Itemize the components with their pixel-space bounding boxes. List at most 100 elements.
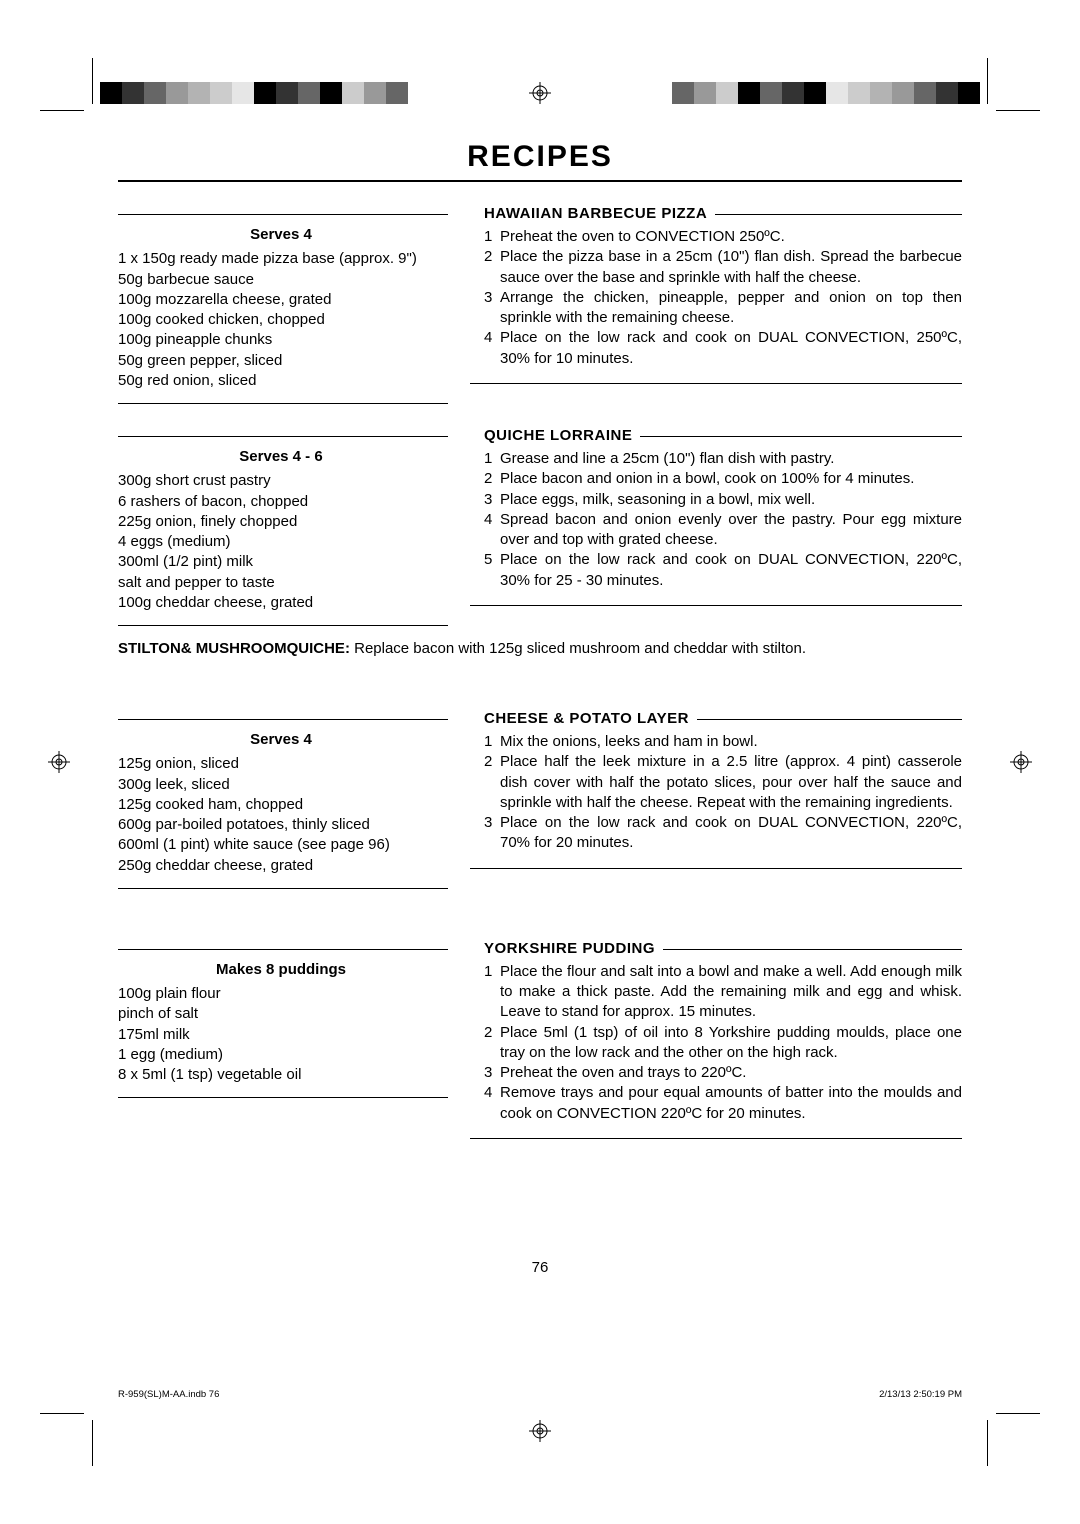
color-swatch bbox=[892, 82, 914, 104]
step-number: 5 bbox=[484, 550, 500, 591]
recipe-title: YORKSHIRE PUDDING bbox=[484, 940, 663, 957]
step-number: 1 bbox=[484, 962, 500, 1023]
color-swatch bbox=[804, 82, 826, 104]
ingredient-line: salt and pepper to taste bbox=[118, 573, 444, 593]
color-swatch bbox=[672, 82, 694, 104]
color-swatch bbox=[870, 82, 892, 104]
serves-label: Serves 4 bbox=[118, 730, 444, 750]
ingredient-line: 50g green pepper, sliced bbox=[118, 351, 444, 371]
step-text: Place 5ml (1 tsp) of oil into 8 Yorkshir… bbox=[500, 1023, 962, 1064]
ingredients-box: Serves 41 x 150g ready made pizza base (… bbox=[118, 214, 448, 404]
color-swatch bbox=[936, 82, 958, 104]
ingredient-line: 250g cheddar cheese, grated bbox=[118, 856, 444, 876]
ingredient-line: 50g red onion, sliced bbox=[118, 371, 444, 391]
step-number: 2 bbox=[484, 247, 500, 288]
color-swatch bbox=[144, 82, 166, 104]
instructions-box: QUICHE LORRAINE1Grease and line a 25cm (… bbox=[484, 436, 962, 606]
instructions-box: YORKSHIRE PUDDING1Place the flour and sa… bbox=[484, 949, 962, 1139]
color-swatch bbox=[848, 82, 870, 104]
ingredient-line: 300ml (1/2 pint) milk bbox=[118, 552, 444, 572]
color-swatch bbox=[188, 82, 210, 104]
color-swatch bbox=[232, 82, 254, 104]
step-number: 2 bbox=[484, 1023, 500, 1064]
step-text: Place on the low rack and cook on DUAL C… bbox=[500, 550, 962, 591]
variant-text: Replace bacon with 125g sliced mushroom … bbox=[350, 640, 806, 657]
registration-mark-icon bbox=[529, 1420, 551, 1442]
step-number: 3 bbox=[484, 288, 500, 329]
step-text: Grease and line a 25cm (10") flan dish w… bbox=[500, 449, 962, 469]
ingredient-line: 50g barbecue sauce bbox=[118, 270, 444, 290]
color-swatch bbox=[716, 82, 738, 104]
color-swatch bbox=[276, 82, 298, 104]
step-number: 3 bbox=[484, 490, 500, 510]
step-item: 2Place the pizza base in a 25cm (10") fl… bbox=[484, 247, 962, 288]
step-number: 1 bbox=[484, 732, 500, 752]
ingredient-line: 600g par-boiled potatoes, thinly sliced bbox=[118, 815, 444, 835]
color-swatch bbox=[364, 82, 386, 104]
ingredient-line: 600ml (1 pint) white sauce (see page 96) bbox=[118, 835, 444, 855]
step-text: Mix the onions, leeks and ham in bowl. bbox=[500, 732, 962, 752]
step-item: 4Spread bacon and onion evenly over the … bbox=[484, 510, 962, 551]
footer-meta: R-959(SL)M-AA.indb 76 2/13/13 2:50:19 PM bbox=[118, 1389, 962, 1400]
color-swatch bbox=[342, 82, 364, 104]
color-swatch bbox=[694, 82, 716, 104]
step-number: 3 bbox=[484, 813, 500, 854]
step-item: 3Place on the low rack and cook on DUAL … bbox=[484, 813, 962, 854]
instructions-box: CHEESE & POTATO LAYER1Mix the onions, le… bbox=[484, 719, 962, 869]
crop-mark bbox=[92, 58, 93, 104]
ingredient-line: 1 x 150g ready made pizza base (approx. … bbox=[118, 249, 444, 269]
color-swatch bbox=[386, 82, 408, 104]
step-item: 3Preheat the oven and trays to 220ºC. bbox=[484, 1063, 962, 1083]
color-swatch bbox=[298, 82, 320, 104]
color-swatch bbox=[826, 82, 848, 104]
step-number: 1 bbox=[484, 449, 500, 469]
ingredient-line: 225g onion, finely chopped bbox=[118, 512, 444, 532]
step-text: Arrange the chicken, pineapple, pepper a… bbox=[500, 288, 962, 329]
ingredient-line: 1 egg (medium) bbox=[118, 1045, 444, 1065]
step-item: 4Place on the low rack and cook on DUAL … bbox=[484, 328, 962, 369]
step-text: Place half the leek mixture in a 2.5 lit… bbox=[500, 752, 962, 813]
ingredient-line: 175ml milk bbox=[118, 1025, 444, 1045]
step-item: 3Place eggs, milk, seasoning in a bowl, … bbox=[484, 490, 962, 510]
crop-mark bbox=[996, 1413, 1040, 1414]
ingredient-line: 125g onion, sliced bbox=[118, 754, 444, 774]
ingredient-line: 100g plain flour bbox=[118, 984, 444, 1004]
color-swatch bbox=[100, 82, 122, 104]
footer-timestamp: 2/13/13 2:50:19 PM bbox=[879, 1389, 962, 1400]
color-swatch bbox=[320, 82, 342, 104]
step-text: Place the pizza base in a 25cm (10") fla… bbox=[500, 247, 962, 288]
step-item: 3Arrange the chicken, pineapple, pepper … bbox=[484, 288, 962, 329]
ingredients-box: Serves 4 125g onion, sliced300g leek, sli… bbox=[118, 719, 448, 889]
serves-label: Serves 4 - 6 bbox=[118, 447, 444, 467]
color-swatch bbox=[254, 82, 276, 104]
ingredient-line: 8 x 5ml (1 tsp) vegetable oil bbox=[118, 1065, 444, 1085]
step-item: 2Place 5ml (1 tsp) of oil into 8 Yorkshi… bbox=[484, 1023, 962, 1064]
ingredient-line: 125g cooked ham, chopped bbox=[118, 795, 444, 815]
color-swatch bbox=[122, 82, 144, 104]
step-list: 1Grease and line a 25cm (10") flan dish … bbox=[484, 449, 962, 591]
instructions-box: HAWAIIAN BARBECUE PIZZA1Preheat the oven… bbox=[484, 214, 962, 384]
registration-mark-icon bbox=[48, 751, 70, 773]
registration-mark-icon bbox=[529, 82, 551, 104]
page-content: RECIPES Serves 41 x 150g ready made pizz… bbox=[118, 140, 962, 1276]
step-item: 2Place half the leek mixture in a 2.5 li… bbox=[484, 752, 962, 813]
step-item: 2Place bacon and onion in a bowl, cook o… bbox=[484, 469, 962, 489]
ingredient-line: 300g short crust pastry bbox=[118, 471, 444, 491]
step-number: 4 bbox=[484, 328, 500, 369]
color-swatch bbox=[760, 82, 782, 104]
step-item: 4Remove trays and pour equal amounts of … bbox=[484, 1083, 962, 1124]
color-bar bbox=[100, 82, 408, 104]
recipe-title: CHEESE & POTATO LAYER bbox=[484, 710, 697, 727]
step-item: 1Grease and line a 25cm (10") flan dish … bbox=[484, 449, 962, 469]
ingredients-box: Makes 8 puddings100g plain flourpinch of… bbox=[118, 949, 448, 1099]
step-text: Spread bacon and onion evenly over the p… bbox=[500, 510, 962, 551]
color-swatch bbox=[782, 82, 804, 104]
step-item: 5Place on the low rack and cook on DUAL … bbox=[484, 550, 962, 591]
step-text: Preheat the oven and trays to 220ºC. bbox=[500, 1063, 962, 1083]
recipe-block: Serves 4 - 6300g short crust pastry6 ras… bbox=[118, 436, 962, 626]
ingredient-line: 300g leek, sliced bbox=[118, 775, 444, 795]
step-number: 4 bbox=[484, 510, 500, 551]
ingredient-line: 100g pineapple chunks bbox=[118, 330, 444, 350]
step-item: 1Mix the onions, leeks and ham in bowl. bbox=[484, 732, 962, 752]
step-list: 1Mix the onions, leeks and ham in bowl.2… bbox=[484, 732, 962, 854]
